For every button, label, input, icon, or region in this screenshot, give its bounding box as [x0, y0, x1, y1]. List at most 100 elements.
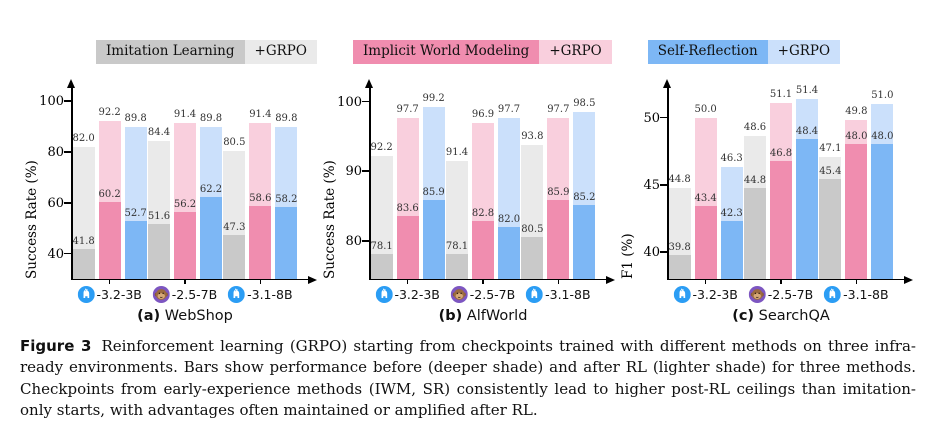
bar-value-after: 48.6 [743, 122, 767, 134]
x-tick [184, 279, 186, 284]
bar-value-before: 60.2 [98, 189, 121, 201]
llama-icon [228, 286, 246, 303]
plot-area-alfworld: 80 90 100 92.2 78.1 91.4 78.1 93.8 80.5 97.7 83.6 9… [337, 79, 615, 324]
bar-value-before: 58.6 [249, 193, 272, 205]
bar-value-before: 41.8 [72, 236, 95, 248]
model-label--3-2-3b: -3.2-3B [673, 286, 738, 303]
bar-before-implicit-world-modeling [845, 144, 868, 279]
y-tick [64, 151, 71, 153]
x-axis-arrow-icon [308, 275, 317, 284]
bar-value-after: 46.3 [720, 153, 743, 165]
subplot-caption-webshop: (a) WebShop [137, 308, 233, 324]
llama-icon-wrap [526, 286, 544, 303]
bar-value-after: 99.2 [422, 93, 445, 105]
model-label--3-1-8b: -3.1-8B [228, 286, 293, 303]
y-tick [64, 252, 71, 255]
legend: Imitation Learning +GRPO Implicit World Mo… [0, 40, 936, 64]
model-label--2-5-7b: -2.5-7B [748, 286, 813, 303]
qwen-icon-wrap [152, 286, 170, 303]
bar-value-before: 39.8 [668, 241, 691, 253]
llama-icon [77, 286, 95, 303]
bar-value-after: 89.8 [199, 113, 223, 125]
bar-value-after: 49.8 [845, 106, 868, 118]
y-axis-arrow-icon [365, 79, 374, 88]
bar-before-imitation-learning [370, 253, 393, 279]
llama-icon-wrap [77, 286, 95, 303]
model-name: -3.2-3B [394, 287, 440, 302]
y-tick [660, 251, 667, 253]
y-tick-label: 80 [47, 144, 64, 160]
model-name: -3.1-8B [247, 287, 293, 302]
legend-swatch-implicit-world-modeling-grpo: +GRPO [539, 40, 612, 64]
bar-before-self-reflection [871, 144, 894, 279]
x-tick [780, 279, 782, 284]
bar-before-implicit-world-modeling [396, 215, 419, 279]
bar-value-before: 52.7 [124, 208, 147, 220]
model-label--3-2-3b: -3.2-3B [375, 286, 440, 303]
model-label--3-1-8b: -3.1-8B [824, 286, 889, 303]
bar-before-implicit-world-modeling [770, 160, 792, 279]
bar-before-imitation-learning [744, 187, 766, 279]
x-axis-line [667, 278, 905, 280]
x-tick [704, 279, 707, 284]
llama-icon [526, 286, 544, 303]
bar-value-before: 85.2 [573, 191, 596, 203]
legend-swatch-imitation-learning-grpo: +GRPO [244, 40, 317, 64]
model-name: -2.5-7B [469, 287, 516, 302]
figure-tag: Figure 3 [20, 337, 92, 355]
bar-before-self-reflection [275, 207, 298, 279]
y-tick [362, 100, 369, 103]
y-tick [660, 116, 667, 119]
subplot-caption-alfworld: (b) AlfWorld [438, 308, 528, 324]
llama-icon [824, 286, 842, 303]
bar-after-imitation-learning [370, 155, 393, 279]
bar-before-implicit-world-modeling [174, 212, 196, 279]
bar-value-after: 51.1 [769, 88, 793, 100]
y-tick-label: 80 [345, 233, 362, 249]
y-tick-label: 90 [345, 164, 362, 180]
subplot-letter: (a) [137, 308, 161, 324]
bar-value-before: 48.4 [795, 126, 819, 138]
bar-value-before: 48.0 [871, 131, 894, 143]
bar-value-before: 82.8 [471, 208, 495, 220]
model-label--3-1-8b: -3.1-8B [526, 286, 591, 303]
llama-icon-wrap [228, 286, 246, 303]
figure-caption-text: Reinforcement learning (GRPO) starting f… [20, 337, 916, 419]
bar-before-imitation-learning [668, 254, 691, 279]
bar-value-after: 98.5 [573, 98, 596, 110]
y-tick-label: 40 [643, 245, 660, 261]
legend-swatch-self-reflection: Self-Reflection [647, 40, 768, 64]
model-name: -3.1-8B [843, 287, 889, 302]
x-axis-line [369, 278, 607, 280]
bar-value-before: 80.5 [521, 224, 544, 236]
bar-before-self-reflection [498, 226, 520, 279]
model-label--2-5-7b: -2.5-7B [450, 286, 516, 303]
bar-value-after: 97.7 [396, 103, 419, 115]
bar-value-before: 46.8 [769, 147, 793, 159]
bar-before-imitation-learning [446, 253, 468, 279]
bar-before-implicit-world-modeling [249, 206, 272, 279]
bar-before-imitation-learning [148, 224, 170, 279]
bar-value-after: 89.8 [124, 113, 147, 125]
qwen-icon [450, 286, 468, 303]
bar-value-before: 44.8 [743, 174, 767, 186]
bar-value-after: 91.4 [173, 108, 197, 120]
bar-value-after: 80.5 [223, 136, 246, 148]
bar-before-self-reflection [200, 197, 222, 279]
bar-value-before: 85.9 [422, 186, 445, 198]
llama-icon-wrap [673, 286, 691, 303]
bar-before-implicit-world-modeling [98, 202, 121, 279]
bar-value-before: 48.0 [845, 131, 868, 143]
bar-value-before: 83.6 [396, 202, 419, 214]
bar-value-before: 78.1 [370, 240, 393, 252]
bar-value-after: 92.2 [98, 106, 121, 118]
bar-value-after: 51.4 [795, 84, 819, 96]
chart-webshop: Success Rate (%) 40 60 80 100 82.0 41.8 84.4 51.… [16, 79, 317, 330]
bar-value-after: 82.0 [72, 132, 95, 144]
legend-item-imitation-learning: Imitation Learning +GRPO [95, 40, 317, 64]
subplot-letter: (b) [438, 308, 463, 324]
y-tick-label: 60 [47, 195, 64, 211]
qwen-icon [152, 286, 170, 303]
plot-area-searchqa: 40 45 50 44.8 39.8 48.6 44.8 47.1 45.4 50.0 43.4 51… [643, 79, 913, 324]
